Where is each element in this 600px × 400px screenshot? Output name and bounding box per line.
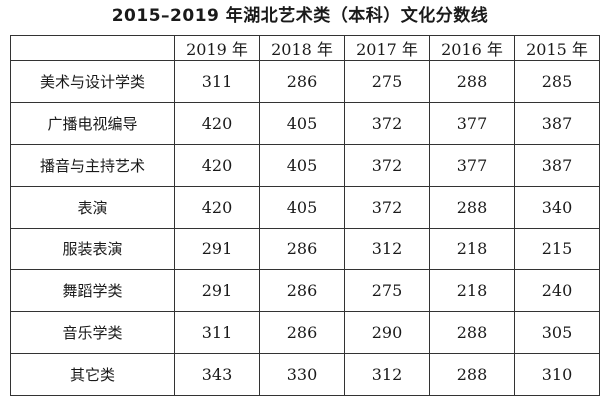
score-cell: 215 — [514, 227, 600, 271]
score-cell: 286 — [259, 269, 345, 313]
score-cell: 218 — [429, 269, 515, 313]
score-cell: 405 — [259, 101, 345, 145]
header-year-2019: 2019 年 — [174, 35, 260, 61]
score-cell: 291 — [174, 269, 260, 313]
score-table: 2019 年 2018 年 2017 年 2016 年 2015 年 美术与设计… — [10, 35, 600, 396]
score-cell: 275 — [344, 60, 430, 103]
score-cell: 312 — [344, 353, 430, 396]
score-cell: 387 — [514, 101, 600, 145]
table-row: 服装表演 291 286 312 218 215 — [10, 227, 600, 271]
category-cell: 服装表演 — [10, 227, 175, 271]
table-row: 美术与设计学类 311 286 275 288 285 — [10, 60, 600, 103]
score-cell: 372 — [344, 101, 430, 145]
score-cell: 310 — [514, 353, 600, 396]
score-cell: 343 — [174, 353, 260, 396]
header-year-2015: 2015 年 — [514, 35, 600, 61]
score-cell: 405 — [259, 185, 345, 229]
category-cell: 播音与主持艺术 — [10, 143, 175, 187]
score-cell: 377 — [429, 101, 515, 145]
category-cell: 广播电视编导 — [10, 101, 175, 145]
score-cell: 275 — [344, 269, 430, 313]
category-cell: 美术与设计学类 — [10, 60, 175, 103]
score-cell: 288 — [429, 185, 515, 229]
score-cell: 420 — [174, 101, 260, 145]
score-cell: 290 — [344, 311, 430, 355]
header-year-2017: 2017 年 — [344, 35, 430, 61]
table-row: 其它类 343 330 312 288 310 — [10, 353, 600, 396]
score-cell: 240 — [514, 269, 600, 313]
header-corner-cell — [10, 35, 175, 61]
score-cell: 372 — [344, 143, 430, 187]
table-row: 广播电视编导 420 405 372 377 387 — [10, 101, 600, 145]
score-cell: 305 — [514, 311, 600, 355]
score-cell: 286 — [259, 60, 345, 103]
table-row: 音乐学类 311 286 290 288 305 — [10, 311, 600, 355]
score-cell: 377 — [429, 143, 515, 187]
score-cell: 420 — [174, 185, 260, 229]
score-cell: 387 — [514, 143, 600, 187]
score-cell: 311 — [174, 60, 260, 103]
table-row: 表演 420 405 372 288 340 — [10, 185, 600, 229]
header-year-2018: 2018 年 — [259, 35, 345, 61]
score-cell: 311 — [174, 311, 260, 355]
score-cell: 288 — [429, 311, 515, 355]
score-cell: 288 — [429, 353, 515, 396]
score-cell: 405 — [259, 143, 345, 187]
score-cell: 218 — [429, 227, 515, 271]
score-cell: 330 — [259, 353, 345, 396]
score-cell: 340 — [514, 185, 600, 229]
score-cell: 372 — [344, 185, 430, 229]
page-title: 2015–2019 年湖北艺术类（本科）文化分数线 — [111, 6, 489, 26]
score-cell: 286 — [259, 311, 345, 355]
table-header-row: 2019 年 2018 年 2017 年 2016 年 2015 年 — [10, 35, 600, 61]
score-cell: 286 — [259, 227, 345, 271]
table-row: 播音与主持艺术 420 405 372 377 387 — [10, 143, 600, 187]
category-cell: 音乐学类 — [10, 311, 175, 355]
header-year-2016: 2016 年 — [429, 35, 515, 61]
score-cell: 312 — [344, 227, 430, 271]
category-cell: 表演 — [10, 185, 175, 229]
table-row: 舞蹈学类 291 286 275 218 240 — [10, 269, 600, 313]
score-cell: 420 — [174, 143, 260, 187]
score-cell: 285 — [514, 60, 600, 103]
category-cell: 其它类 — [10, 353, 175, 396]
category-cell: 舞蹈学类 — [10, 269, 175, 313]
score-cell: 291 — [174, 227, 260, 271]
score-cell: 288 — [429, 60, 515, 103]
